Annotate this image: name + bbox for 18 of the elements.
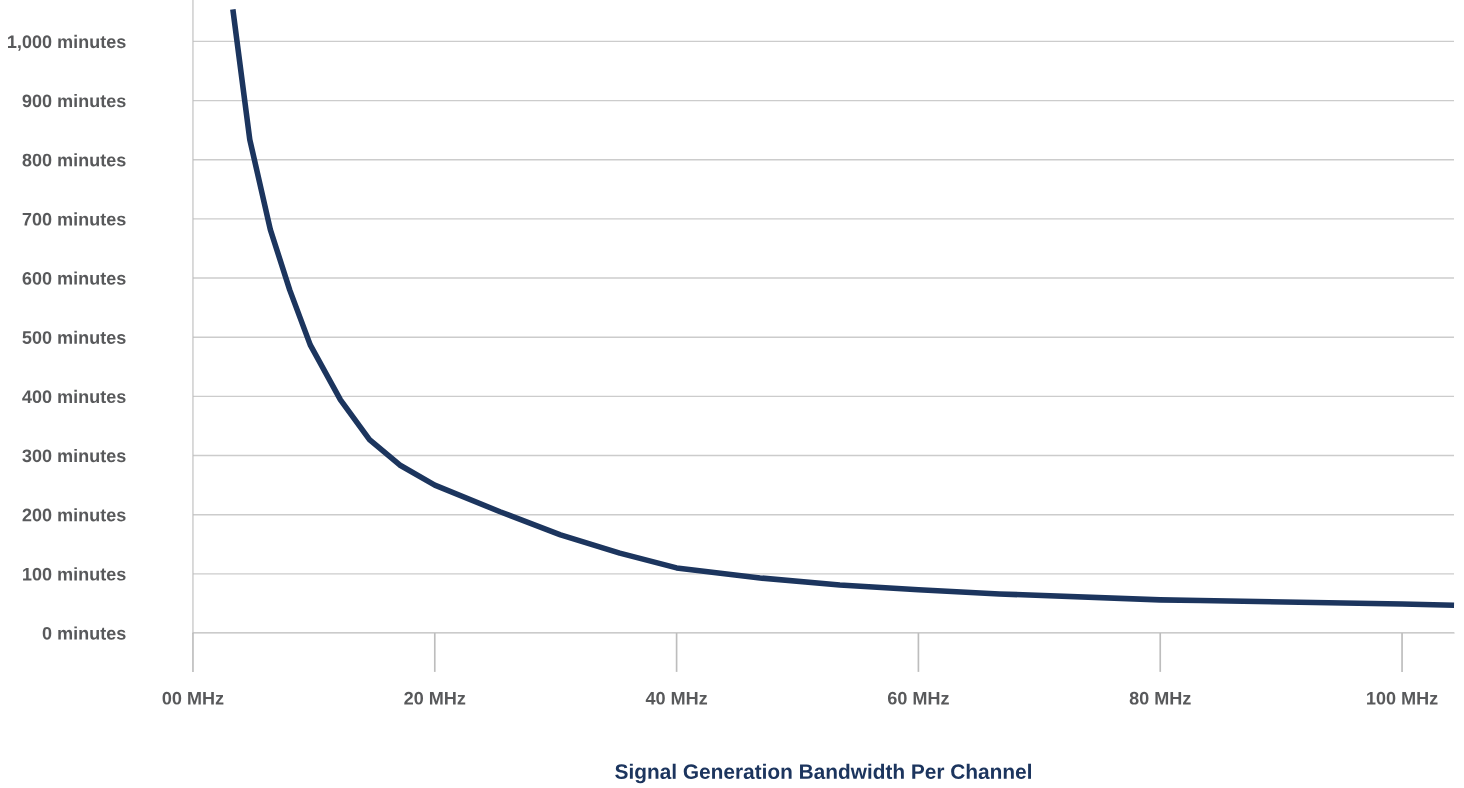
y-tick-label: 200 minutes xyxy=(22,508,126,522)
y-tick-label: 800 minutes xyxy=(22,153,126,167)
x-tick-label: 40 MHz xyxy=(645,691,708,705)
x-tick-label: 20 MHz xyxy=(404,691,466,705)
y-tick-label: 400 minutes xyxy=(22,389,126,404)
x-tick-label: 00 MHz xyxy=(162,691,224,705)
x-tick-label: 80 MHz xyxy=(1129,691,1191,705)
y-tick-label: 700 minutes xyxy=(22,212,126,226)
x-tick-label: 100 MHz xyxy=(1367,691,1438,705)
x-axis-title: Signal Generation Bandwidth Per Channel xyxy=(615,763,1031,784)
x-tick-label: 60 MHz xyxy=(887,691,949,705)
y-tick-label: 1,000 minutes xyxy=(8,34,126,51)
y-tick-label: 0 minutes xyxy=(42,626,126,640)
y-tick-label: 300 minutes xyxy=(22,448,126,463)
y-tick-label: 100 minutes xyxy=(23,567,126,581)
y-tick-label: 500 minutes xyxy=(22,330,126,344)
y-tick-label: 600 minutes xyxy=(22,271,126,285)
y-tick-label: 900 minutes xyxy=(22,94,126,108)
